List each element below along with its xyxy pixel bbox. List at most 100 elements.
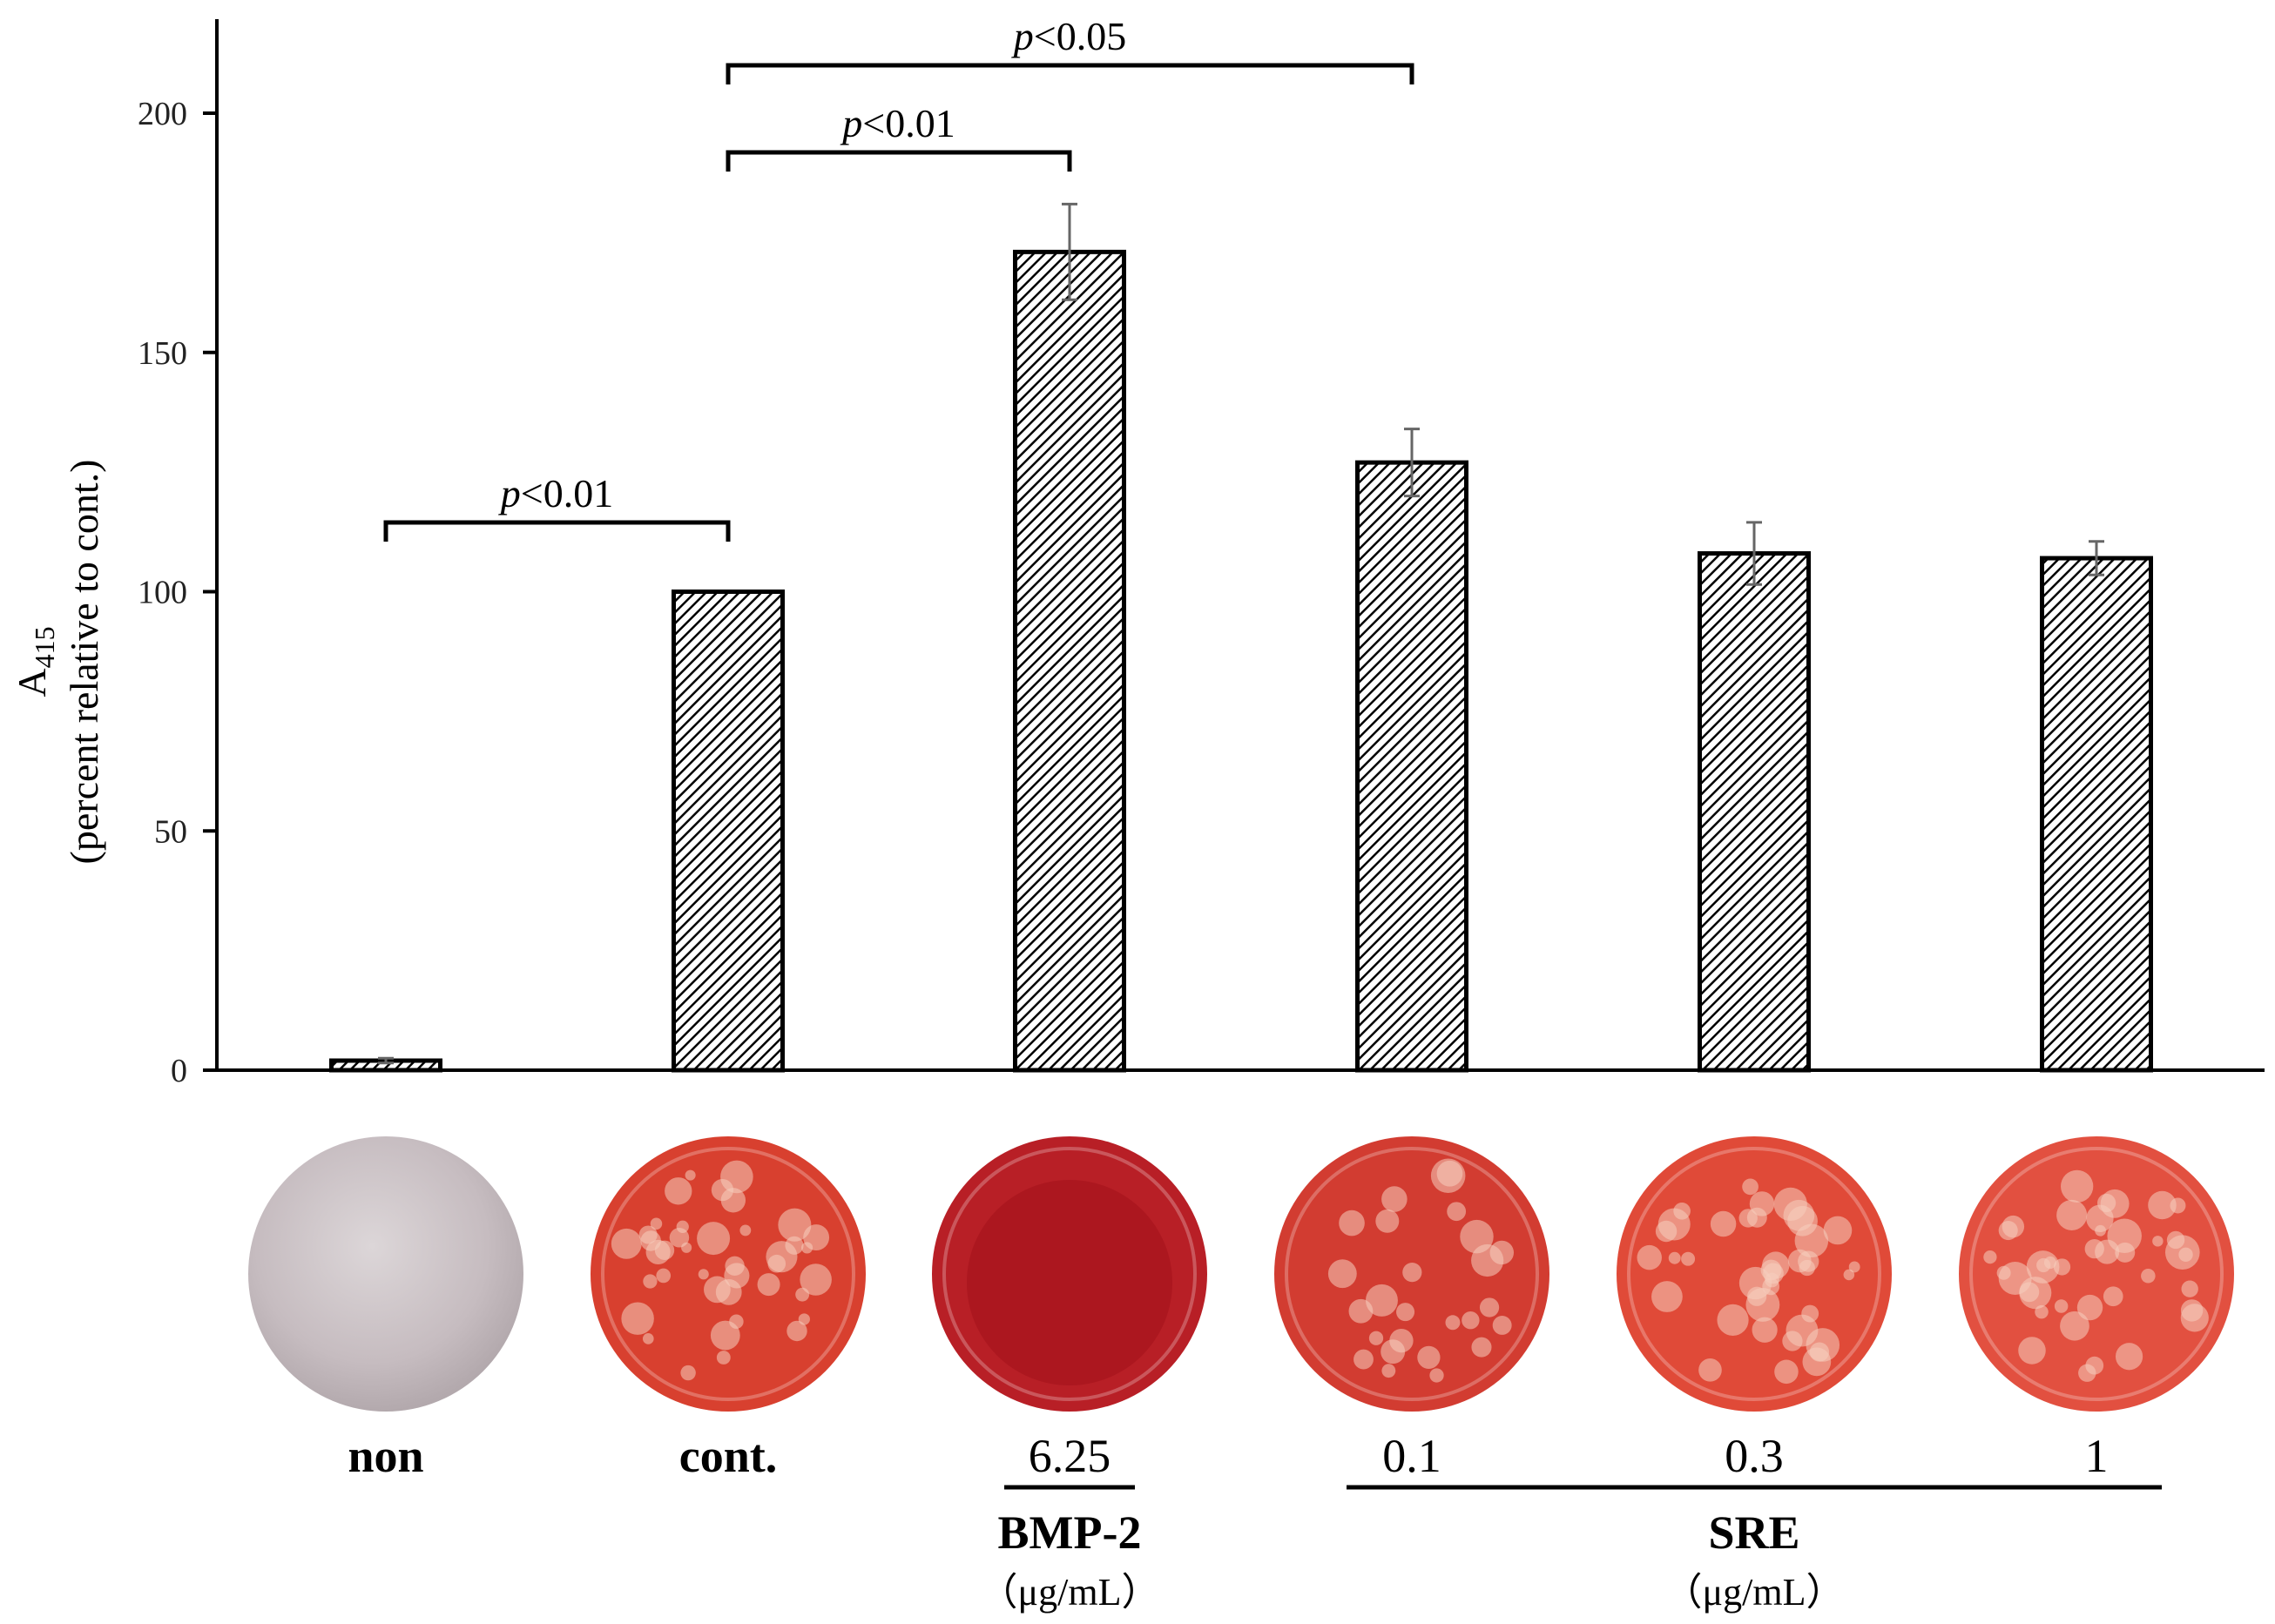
well-texture-spot	[1354, 1349, 1374, 1370]
well-texture-spot	[800, 1242, 813, 1254]
well-texture-spot	[680, 1365, 696, 1381]
significance-brackets: p<0.01p<0.01p<0.05	[383, 14, 1414, 542]
y-tick-label: 150	[138, 335, 187, 372]
well-texture-spot	[2018, 1337, 2046, 1365]
well-texture-spot	[1801, 1304, 1819, 1323]
y-tick-label: 50	[154, 813, 187, 850]
well-texture-spot	[2019, 1277, 2052, 1310]
well-texture-spot	[1381, 1364, 1396, 1378]
x-label-0.3: 0.3	[1725, 1430, 1784, 1482]
significance-label: p<0.01	[840, 101, 955, 145]
well-texture-spot	[2148, 1190, 2177, 1220]
well-texture-spot	[1479, 1297, 1500, 1317]
y-axis-label-main: A	[10, 668, 54, 697]
y-axis-label: A415	[10, 626, 60, 697]
well-texture-spot	[2141, 1268, 2156, 1284]
well-texture-spot	[1381, 1186, 1408, 1212]
x-label-6.25: 6.25	[1029, 1430, 1111, 1482]
well-image-non	[248, 1136, 523, 1412]
well-texture-spot	[2103, 1286, 2123, 1307]
group-name-SRE: SRE	[1708, 1506, 1799, 1559]
well-texture-spot	[724, 1263, 750, 1289]
well-dish-inner	[942, 1147, 1197, 1401]
well-texture-spot	[621, 1302, 654, 1335]
well-texture-spot	[650, 1217, 663, 1230]
well-texture-spot	[1445, 1315, 1461, 1331]
well-texture-spot	[2115, 1242, 2136, 1263]
well-texture-spot	[1471, 1337, 1492, 1358]
well-texture-spot	[2054, 1299, 2069, 1313]
well-texture-spot	[2002, 1215, 2025, 1238]
well-texture-spot	[1492, 1316, 1512, 1335]
significance-label: p<0.01	[498, 471, 613, 516]
well-image-0.3	[1617, 1136, 1892, 1412]
well-texture-spot	[642, 1333, 654, 1344]
well-dish	[248, 1136, 523, 1412]
well-texture-spot	[2115, 1343, 2143, 1371]
well-texture-spot	[800, 1263, 832, 1296]
p-symbol: p	[1011, 14, 1034, 58]
well-texture-spot	[739, 1224, 752, 1237]
well-texture-spot	[1651, 1281, 1683, 1312]
p-threshold: <0.01	[521, 471, 613, 516]
p-symbol: p	[498, 471, 521, 516]
well-texture-spot	[1429, 1368, 1444, 1383]
well-texture-spot	[645, 1239, 671, 1265]
well-texture-spot	[1389, 1328, 1414, 1353]
bar-6.25	[1013, 249, 1126, 1073]
well-texture-spot	[1460, 1219, 1494, 1254]
well-texture-spot	[1752, 1317, 1778, 1343]
well-texture-spot	[1637, 1244, 1662, 1270]
well-texture-spot	[2060, 1311, 2089, 1341]
bar-0.3	[1698, 551, 1811, 1073]
y-tick-label: 100	[138, 575, 187, 611]
well-texture-spot	[795, 1287, 810, 1302]
well-texture-spot	[643, 1274, 658, 1289]
well-texture-spot	[1375, 1209, 1400, 1233]
y-axis-label-subscript: 415	[29, 626, 60, 668]
well-texture-spot	[2076, 1294, 2103, 1321]
y-tick-label: 200	[138, 96, 187, 132]
well-texture-spot	[1774, 1359, 1799, 1385]
well-texture-spot	[1365, 1284, 1398, 1317]
well-texture-spot	[1462, 1311, 1480, 1330]
well-texture-spot	[1402, 1263, 1422, 1283]
p-threshold: <0.05	[1034, 14, 1126, 58]
group-unit-BMP-2: （μg/mL）	[980, 1571, 1160, 1614]
well-texture-spot	[1787, 1205, 1818, 1237]
well-texture-spot	[697, 1222, 731, 1256]
well-texture-spot	[1762, 1251, 1790, 1279]
well-texture-spot	[710, 1320, 740, 1351]
well-images	[248, 1136, 2234, 1412]
well-texture-spot	[1746, 1207, 1767, 1228]
group-labels: BMP-2 （μg/mL） SRE （μg/mL）	[980, 1485, 2162, 1614]
well-texture-spot	[1489, 1240, 1515, 1265]
well-texture-spot	[2061, 1169, 2094, 1203]
well-texture-spot	[1848, 1261, 1860, 1273]
well-image-0.1	[1274, 1136, 1549, 1412]
well-texture-spot	[2095, 1224, 2106, 1237]
well-texture-spot	[665, 1177, 692, 1205]
well-texture-spot	[2107, 1218, 2142, 1254]
x-label-1: 1	[2085, 1430, 2109, 1482]
well-texture-spot	[2181, 1280, 2198, 1297]
well-texture-spot	[1717, 1304, 1749, 1336]
well-texture-spot	[656, 1268, 672, 1284]
bar-cont.	[672, 590, 785, 1073]
well-image-1	[1959, 1136, 2234, 1412]
well-texture-spot	[1799, 1259, 1815, 1277]
well-texture-spot	[1698, 1358, 1722, 1382]
well-image-6.25	[932, 1136, 1207, 1412]
well-texture-spot	[1417, 1345, 1441, 1369]
well-texture-spot	[1710, 1210, 1737, 1237]
well-texture-spot	[766, 1241, 798, 1273]
y-axis-ticks: 0 50 100 150 200	[138, 96, 217, 1089]
well-texture-spot	[1681, 1251, 1696, 1266]
well-image-cont.	[591, 1136, 866, 1412]
well-texture-spot	[676, 1220, 689, 1233]
y-axis-label-second-line: (percent relative to cont.)	[62, 460, 106, 865]
well-texture-spot	[1368, 1331, 1384, 1345]
well-texture-spot	[698, 1269, 709, 1280]
well-texture-spot	[611, 1228, 642, 1259]
x-label-0.1: 0.1	[1382, 1430, 1441, 1482]
